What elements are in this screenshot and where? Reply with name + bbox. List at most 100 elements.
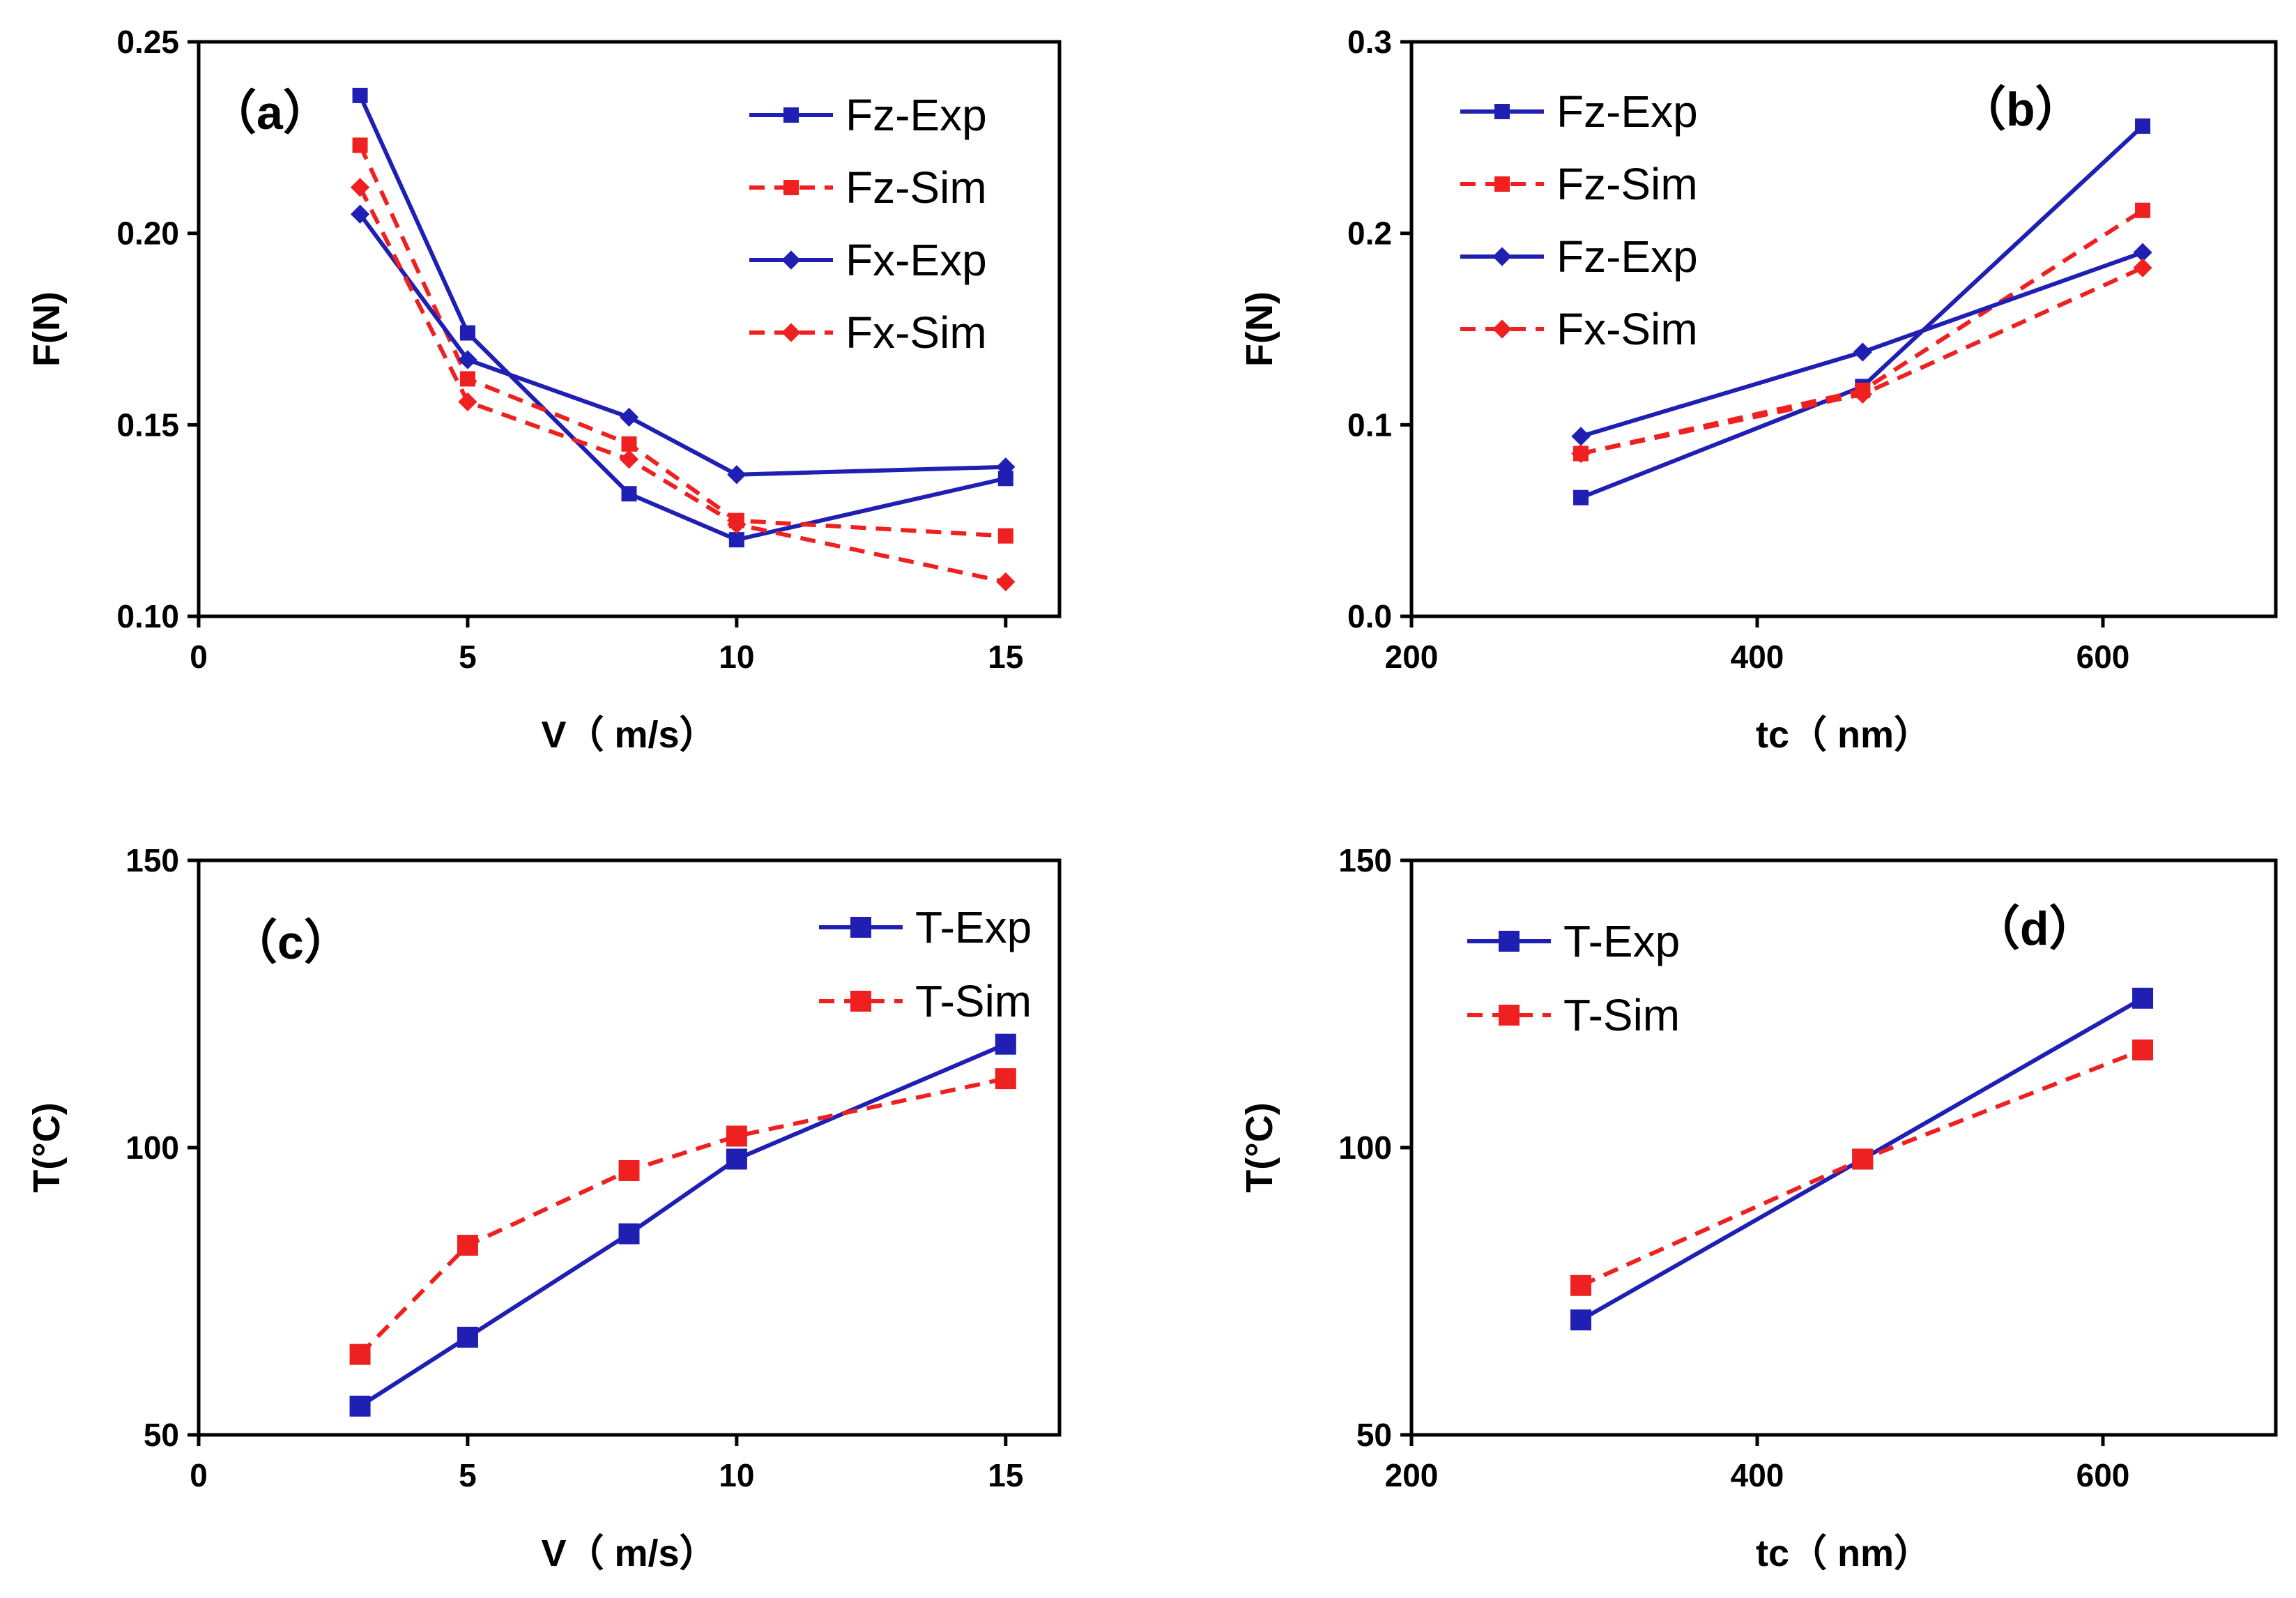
legend-entry: Fz-Exp	[1460, 231, 1698, 282]
legend-entry: Fx-Sim	[749, 307, 987, 358]
data-point	[2133, 243, 2152, 262]
data-point	[995, 1033, 1016, 1055]
x-tick-label: 600	[2076, 639, 2130, 675]
legend-label: Fx-Sim	[845, 307, 987, 358]
y-tick-label: 50	[144, 1417, 179, 1453]
data-point	[726, 1125, 747, 1147]
chart-c: 0 5 10 15 50 100 150 V（ m/s） T(°C) （c） T-Exp T-Sim	[26, 842, 1062, 1574]
x-tick-label: 200	[1385, 1457, 1439, 1493]
data-point	[352, 137, 368, 153]
data-point	[349, 1344, 371, 1365]
y-tick-label: 100	[125, 1129, 179, 1166]
chart-b: 200 400 600 0.0 0.1 0.2 0.3 tc（ nm） F(N) （b） Fz-Ex…	[1239, 24, 2278, 756]
series-line	[358, 1076, 1007, 1356]
chart-a: 0 5 10 15 0.10 0.15 0.20 0.25 V（ m/s） F(N) （a） Fz-E…	[26, 24, 1062, 756]
data-point	[350, 178, 370, 197]
legend-label: Fx-Sim	[1556, 304, 1698, 354]
y-tick-label: 50	[1356, 1417, 1392, 1453]
data-point	[1570, 1274, 1592, 1296]
legend-label: Fz-Exp	[1556, 231, 1698, 282]
series-t-sim	[349, 1068, 1016, 1365]
legend-entry: Fz-Sim	[1460, 159, 1698, 209]
data-point	[1573, 489, 1589, 505]
data-point	[2132, 1039, 2154, 1060]
y-axis-title: F(N)	[1239, 291, 1280, 367]
legend-entry: Fx-Exp	[749, 235, 987, 285]
data-point	[621, 486, 637, 502]
series-fz-exp	[352, 87, 1013, 548]
data-point	[2132, 987, 2154, 1009]
series-fx-sim	[1571, 258, 2152, 464]
panel-label: （c）	[230, 916, 351, 969]
data-point	[2135, 202, 2151, 218]
legend-label: T-Exp	[1563, 916, 1680, 966]
panel-label: （d）	[1973, 902, 2097, 955]
y-tick-label: 0.3	[1347, 24, 1392, 60]
x-tick-label: 0	[190, 639, 208, 675]
data-point	[459, 325, 475, 341]
y-axis-title: F(N)	[26, 291, 68, 367]
chart-d: 200 400 600 50 100 150 tc（ nm） T(°C) （d） T-Exp T-S…	[1239, 842, 2278, 1574]
y-tick-label: 150	[1338, 842, 1392, 878]
y-tick-label: 150	[125, 842, 179, 878]
y-tick-label: 0.2	[1347, 215, 1392, 252]
data-point	[618, 1159, 640, 1181]
data-point	[457, 1235, 478, 1256]
x-axis-title: V（ m/s）	[541, 1532, 717, 1574]
data-point	[619, 407, 639, 427]
panel-label: （b）	[1959, 83, 2083, 136]
series-line	[358, 1042, 1007, 1408]
data-point	[349, 1395, 371, 1417]
x-axis-title: V（ m/s）	[541, 714, 717, 756]
legend-marker	[850, 917, 871, 938]
data-point	[727, 515, 747, 534]
data-point	[621, 436, 637, 452]
legend-marker	[783, 107, 799, 123]
x-tick-label: 0	[190, 1457, 208, 1493]
panel-label: （a）	[209, 86, 330, 139]
data-point	[350, 204, 370, 224]
data-point	[726, 1148, 747, 1170]
x-tick-label: 200	[1385, 639, 1439, 675]
plot-frame	[1409, 40, 2278, 618]
data-point	[618, 1223, 640, 1245]
legend-entry: Fz-Exp	[1460, 86, 1698, 137]
x-tick-label: 5	[459, 1457, 477, 1493]
data-point	[459, 371, 475, 387]
data-point	[2133, 258, 2152, 277]
y-tick-label: 0.0	[1347, 598, 1392, 634]
data-point	[2135, 118, 2151, 134]
legend-marker	[1494, 176, 1510, 192]
legend-entry: T-Exp	[819, 902, 1032, 952]
legend-label: Fz-Exp	[1556, 86, 1698, 137]
data-point	[352, 87, 368, 103]
series-fz-exp	[1571, 243, 2152, 446]
legend-label: T-Sim	[1563, 990, 1680, 1040]
legend-marker	[1494, 104, 1510, 119]
plot-frame	[1409, 858, 2278, 1437]
legend-marker	[781, 250, 801, 270]
y-tick-label: 0.25	[116, 24, 179, 60]
legend-marker	[1492, 247, 1512, 266]
x-tick-label: 10	[719, 639, 754, 675]
data-point	[996, 572, 1016, 592]
legend-label: T-Exp	[915, 902, 1032, 952]
legend-marker	[850, 991, 871, 1012]
legend-marker	[781, 323, 801, 342]
data-point	[997, 471, 1013, 487]
x-tick-label: 5	[459, 639, 477, 675]
legend-entry: T-Exp	[1467, 916, 1680, 966]
data-point	[458, 392, 477, 412]
series-t-sim	[1570, 1039, 2154, 1296]
data-point	[727, 465, 747, 485]
series-t-exp	[349, 1033, 1016, 1417]
legend-entry: T-Sim	[1467, 990, 1680, 1040]
x-tick-label: 400	[1731, 1457, 1784, 1493]
y-tick-label: 0.15	[116, 406, 179, 443]
legend-label: Fz-Sim	[845, 162, 987, 213]
data-point	[1571, 443, 1591, 464]
y-tick-label: 0.10	[116, 598, 179, 634]
y-tick-label: 100	[1338, 1129, 1392, 1166]
data-point	[1570, 1309, 1592, 1331]
